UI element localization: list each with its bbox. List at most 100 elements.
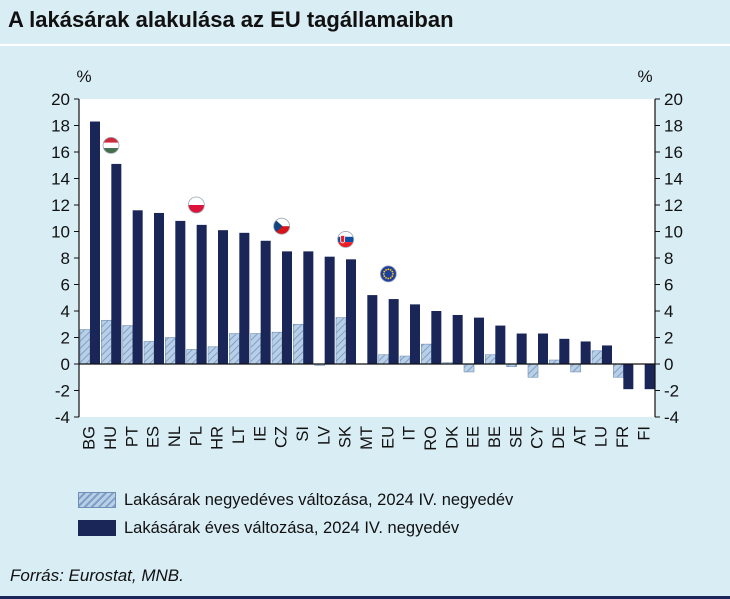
czech-flag-icon [273, 217, 291, 235]
eu-flag-icon [379, 265, 397, 283]
category-label-lu: LU [593, 426, 611, 447]
bar-annual-de [559, 338, 570, 364]
left-tick-label: 8 [61, 249, 70, 268]
left-tick-label: 18 [51, 117, 70, 136]
bar-annual-sk [346, 259, 356, 364]
slovakia-flag-icon [337, 231, 355, 248]
bar-annual-be [495, 325, 506, 364]
category-label-mt: MT [358, 426, 376, 450]
category-label-ie: IE [251, 426, 269, 442]
category-label-hu: HU [102, 426, 120, 450]
right-tick-label: 20 [664, 90, 683, 109]
bottom-divider [0, 596, 730, 599]
right-tick-label: 14 [664, 170, 683, 189]
bar-annual-ro [431, 311, 442, 364]
bar-quarterly-hu [101, 319, 112, 365]
bar-annual-fi [644, 364, 655, 390]
bar-quarterly-fr [613, 363, 624, 378]
bar-annual-it [410, 304, 420, 364]
bar-quarterly-pt [122, 325, 133, 365]
category-label-nl: NL [166, 426, 184, 447]
legend-label-annual: Lakásárak éves változása, 2024 IV. negye… [124, 518, 460, 537]
bar-annual-cy [538, 333, 548, 364]
left-axis-unit: % [76, 67, 91, 86]
category-label-be: BE [486, 426, 504, 448]
bar-annual-nl [175, 220, 186, 364]
bar-quarterly-it [399, 355, 411, 365]
bar-annual-cz [282, 251, 292, 364]
legend-label-quarterly: Lakásárak negyedéves változása, 2024 IV.… [124, 490, 514, 509]
title-bar: A lakásárak alakulása az EU tagállamaiba… [0, 0, 730, 44]
right-tick-label: 4 [664, 302, 673, 321]
bar-chart: -4 -4 -2 -2 0 0 2 2 4 4 6 6 8 8 10 10 12 12 14 14 16 16 18 18 20… [51, 67, 683, 451]
right-tick-label: 0 [664, 355, 673, 374]
bar-quarterly-nl [165, 337, 176, 365]
chart-title: A lakásárak alakulása az EU tagállamaiba… [8, 7, 454, 32]
bar-quarterly-pl [186, 349, 197, 365]
category-label-ee: EE [465, 426, 483, 448]
left-tick-label: -2 [55, 382, 70, 401]
right-tick-label: 12 [664, 196, 683, 215]
category-label-at: AT [571, 426, 589, 446]
bar-quarterly-ro [421, 343, 432, 365]
bar-quarterly-cy [527, 363, 539, 378]
bar-annual-si [303, 251, 314, 364]
bar-annual-at [580, 341, 591, 364]
bar-quarterly-si [293, 323, 304, 365]
right-tick-label: 2 [664, 329, 673, 348]
left-tick-label: 12 [51, 196, 70, 215]
right-tick-label: -2 [664, 382, 679, 401]
left-tick-label: 10 [51, 223, 70, 242]
left-tick-label: 4 [61, 302, 70, 321]
left-tick-label: 6 [61, 276, 70, 295]
category-label-fr: FR [614, 426, 632, 448]
right-axis-unit: % [637, 67, 652, 86]
bar-annual-lt [239, 232, 250, 364]
left-tick-label: 14 [51, 170, 70, 189]
left-tick-label: 0 [61, 355, 70, 374]
category-label-dk: DK [443, 426, 461, 449]
category-label-lv: LV [315, 426, 333, 445]
right-tick-label: -4 [664, 408, 679, 427]
hungary-flag-icon [102, 136, 120, 154]
bar-quarterly-be [485, 354, 496, 365]
category-label-lt: LT [230, 426, 248, 444]
category-label-pl: PL [187, 426, 205, 446]
category-label-cz: CZ [273, 426, 291, 448]
category-label-ro: RO [422, 426, 440, 451]
bar-annual-hr [218, 230, 228, 364]
bar-annual-lv [324, 256, 335, 364]
bar-quarterly-eu [378, 354, 389, 365]
title-divider [0, 44, 730, 46]
bar-quarterly-cz [271, 331, 283, 365]
poland-flag-icon [187, 196, 205, 214]
legend-item-quarterly: Lakásárak negyedéves változása, 2024 IV.… [78, 488, 513, 512]
category-label-it: IT [401, 426, 419, 441]
left-tick-label: 20 [51, 90, 70, 109]
category-label-bg: BG [81, 426, 99, 450]
bar-annual-eu [388, 299, 399, 364]
category-label-eu: EU [379, 426, 397, 449]
bar-annual-hu [111, 163, 122, 364]
left-tick-label: 16 [51, 143, 70, 162]
bar-quarterly-sk [335, 317, 347, 365]
bar-annual-bg [90, 121, 100, 365]
category-label-es: ES [145, 426, 163, 448]
right-tick-label: 6 [664, 276, 673, 295]
category-label-fi: FI [635, 426, 653, 441]
plot-area [79, 99, 655, 417]
bar-quarterly-ie [250, 333, 261, 365]
right-tick-label: 8 [664, 249, 673, 268]
bar-annual-pl [196, 224, 207, 364]
legend-item-annual: Lakásárak éves változása, 2024 IV. negye… [78, 516, 513, 540]
right-tick-label: 10 [664, 223, 683, 242]
bar-annual-lu [602, 345, 612, 364]
bar-annual-es [154, 212, 164, 364]
category-label-cy: CY [529, 426, 547, 449]
legend: Lakásárak negyedéves változása, 2024 IV.… [78, 488, 513, 544]
bar-annual-pt [132, 210, 143, 364]
bar-quarterly-ee [463, 363, 475, 373]
bar-quarterly-es [143, 341, 155, 365]
bar-annual-mt [367, 295, 378, 364]
bar-quarterly-lu [591, 350, 603, 365]
